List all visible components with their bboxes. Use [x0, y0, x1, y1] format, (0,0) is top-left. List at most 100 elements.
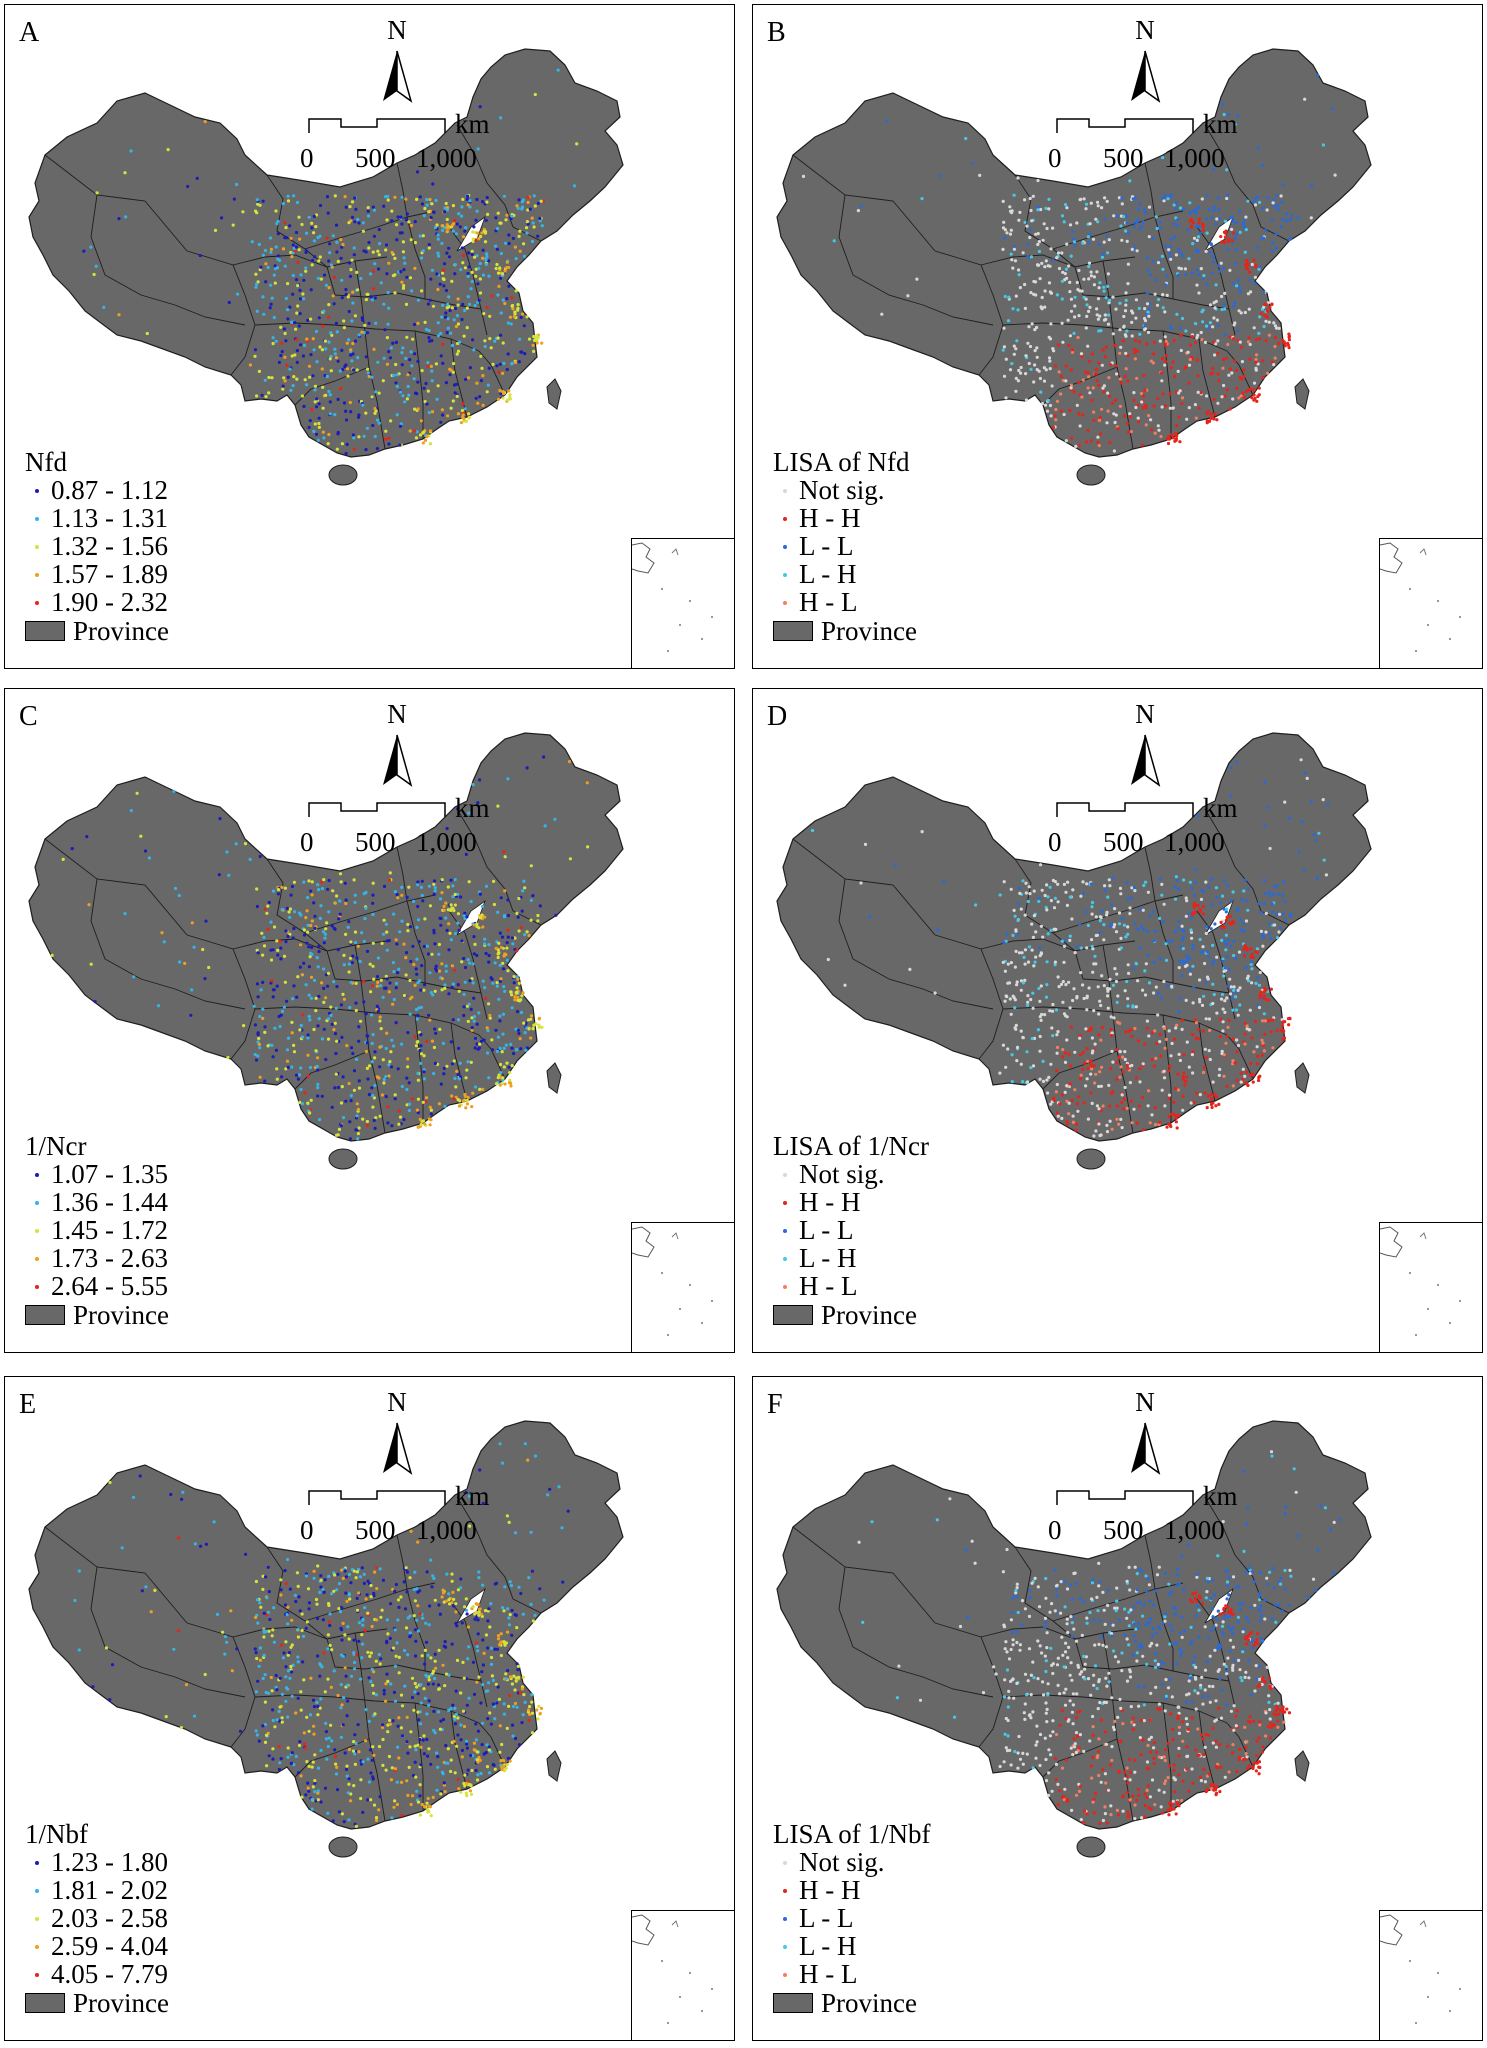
province-boundary — [450, 1022, 468, 1102]
sample-point — [1039, 305, 1043, 309]
sample-point — [1055, 1111, 1059, 1115]
sample-point — [266, 927, 270, 932]
sample-point — [393, 256, 397, 260]
sample-point — [371, 250, 375, 254]
sample-point — [1093, 1081, 1097, 1085]
province-boundary — [934, 934, 1004, 1060]
sample-point — [1135, 249, 1139, 253]
sample-point — [354, 1128, 358, 1132]
province-boundary — [186, 934, 256, 1060]
sample-point — [1068, 1006, 1072, 1010]
sample-point — [1037, 896, 1041, 901]
sample-point — [1118, 1021, 1122, 1025]
sample-point — [270, 1043, 274, 1047]
sample-point — [252, 1004, 256, 1008]
sample-point — [1158, 1120, 1162, 1124]
sample-point — [1193, 403, 1197, 407]
sample-point — [483, 339, 487, 343]
sample-point — [1030, 948, 1034, 952]
sample-point — [1239, 1071, 1243, 1075]
sample-point — [409, 1802, 413, 1807]
province-boundary — [1226, 350, 1254, 396]
sample-point — [457, 1787, 461, 1791]
sample-point — [1107, 376, 1111, 380]
province-boundary — [792, 154, 936, 252]
sample-point — [508, 397, 512, 401]
sample-point — [1013, 914, 1017, 918]
sample-point — [442, 1072, 446, 1076]
sample-point — [516, 303, 520, 307]
sample-point — [1285, 212, 1289, 216]
sample-point — [1113, 343, 1117, 347]
sample-point — [384, 1699, 388, 1703]
sample-point — [1209, 416, 1213, 420]
sample-point — [304, 1574, 308, 1578]
sample-point — [1119, 1065, 1123, 1069]
sample-point — [279, 1757, 283, 1761]
sample-point — [1085, 882, 1089, 886]
sample-point — [512, 1051, 516, 1056]
sample-point — [503, 1082, 507, 1086]
sample-point — [1229, 794, 1233, 798]
sample-point — [326, 887, 330, 891]
sample-point — [493, 339, 497, 343]
sample-point — [1006, 1047, 1010, 1051]
sample-point — [1105, 987, 1110, 991]
sample-point — [332, 1589, 336, 1593]
sample-point — [445, 226, 449, 230]
sample-point — [1057, 985, 1061, 989]
province-boundary — [456, 1496, 514, 1600]
sample-point — [485, 252, 489, 256]
sample-point — [1220, 894, 1225, 898]
sample-point — [1219, 920, 1223, 924]
sample-point — [250, 240, 254, 244]
sample-point — [283, 264, 287, 268]
sample-point — [524, 1048, 528, 1052]
sample-point — [456, 349, 461, 353]
sample-point — [505, 1726, 509, 1730]
sample-point — [1283, 800, 1287, 804]
sample-point — [1275, 246, 1279, 250]
scale-tick-0: 0 — [1048, 143, 1062, 173]
sample-point — [1031, 1064, 1036, 1068]
sample-point — [459, 1577, 463, 1581]
sample-point — [92, 272, 96, 277]
sample-point — [1138, 1067, 1142, 1071]
sample-point — [420, 893, 424, 898]
province-boundary — [448, 910, 488, 1020]
sample-point — [327, 259, 331, 263]
sample-point — [85, 835, 89, 839]
sample-point — [1225, 955, 1229, 959]
sample-point — [256, 951, 260, 955]
sample-point — [469, 1060, 473, 1064]
sample-point — [314, 1049, 318, 1053]
sample-point — [236, 292, 240, 296]
sample-point — [1028, 228, 1032, 232]
sample-point — [1110, 1031, 1114, 1035]
sample-point — [1315, 73, 1319, 77]
sample-point — [455, 1069, 459, 1073]
sample-point — [129, 809, 133, 813]
sample-point — [342, 997, 346, 1001]
sample-point — [87, 903, 91, 907]
sample-point — [1232, 282, 1236, 286]
sample-point — [1119, 345, 1123, 349]
sample-point — [354, 981, 358, 985]
sample-point — [445, 826, 449, 831]
sample-point — [1037, 899, 1041, 903]
sample-point — [312, 348, 316, 352]
sample-point — [1287, 332, 1291, 336]
sample-point — [353, 1660, 357, 1665]
sample-point — [478, 277, 482, 281]
sample-point — [1225, 196, 1229, 201]
sample-point — [1235, 1050, 1239, 1054]
sample-point — [253, 1052, 257, 1057]
sample-point — [470, 252, 474, 257]
sample-point — [1244, 966, 1248, 970]
sample-point — [359, 276, 363, 281]
sample-point — [1218, 1017, 1223, 1021]
sample-point — [204, 919, 208, 923]
sample-point — [1205, 925, 1209, 929]
sample-point — [389, 1778, 393, 1782]
sample-point — [472, 996, 476, 1000]
